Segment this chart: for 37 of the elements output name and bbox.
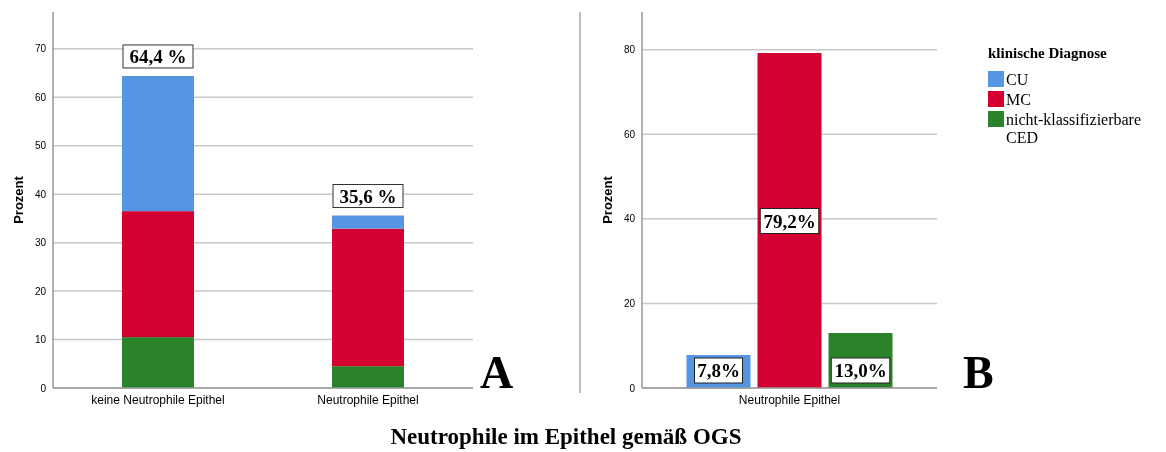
y-tick-label: 20	[34, 285, 47, 297]
x-tick-label: keine Neutrophile Epithel	[91, 393, 225, 407]
y-tick-label: 60	[34, 91, 47, 103]
bar	[332, 228, 404, 367]
x-tick-label: Neutrophile Epithel	[738, 393, 841, 407]
data-label: 7,8%	[697, 360, 740, 381]
y-tick-label: 60	[623, 128, 636, 140]
text: Neutrophile im Epithel gemäß OGS	[390, 424, 742, 449]
y-tick-label: 20	[623, 297, 636, 309]
text: A	[480, 347, 514, 398]
legend-label: nicht-klassifizierbare CED	[1006, 111, 1142, 146]
x-tick-label: Neutrophile Epithel	[317, 393, 419, 407]
data-label: 13,0%	[834, 360, 887, 381]
bar	[122, 211, 194, 338]
y-tick-label: 0	[629, 382, 636, 394]
y-tick-label: 0	[40, 382, 47, 394]
y-tick-label: 70	[34, 43, 47, 55]
bar	[122, 337, 194, 388]
y-axis-title: Prozent	[600, 175, 615, 224]
total-label: 35,6 %	[339, 185, 397, 207]
bar	[332, 215, 404, 229]
legend-title: klinische Diagnose	[988, 45, 1108, 61]
y-tick-label: 30	[34, 237, 47, 249]
bar	[757, 53, 822, 388]
y-axis-title: Prozent	[11, 175, 26, 224]
y-tick-label: 40	[34, 188, 47, 200]
y-tick-label: 40	[623, 213, 636, 225]
total-label: 64,4 %	[129, 45, 187, 67]
y-tick-label: 10	[34, 334, 47, 346]
bar	[332, 366, 404, 388]
legend-label: CU	[1006, 71, 1029, 88]
data-label: 79,2%	[763, 210, 816, 232]
y-tick-label: 50	[34, 140, 47, 152]
text: B	[963, 347, 994, 398]
legend-label: MC	[1006, 91, 1031, 108]
bar	[122, 75, 194, 212]
y-tick-label: 80	[623, 44, 636, 56]
